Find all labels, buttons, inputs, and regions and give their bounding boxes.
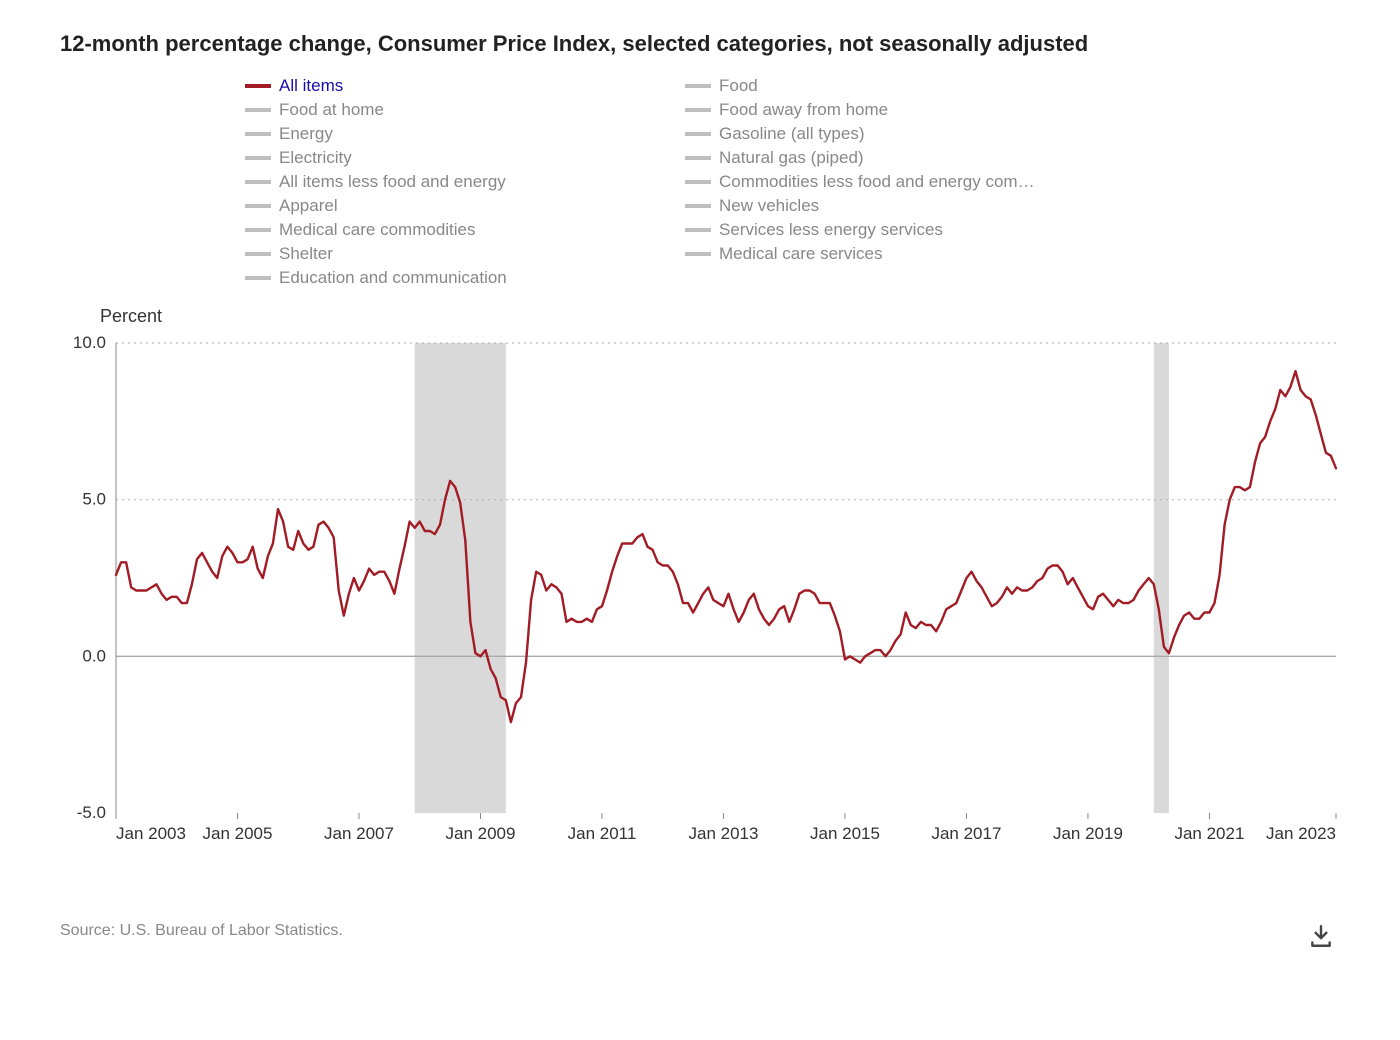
legend-swatch: [685, 180, 711, 184]
legend-swatch: [245, 84, 271, 88]
legend-item[interactable]: New vehicles: [685, 196, 1105, 216]
legend-label: Shelter: [279, 244, 333, 264]
legend-label: Medical care commodities: [279, 220, 476, 240]
legend-swatch: [245, 204, 271, 208]
y-tick-label: 5.0: [82, 489, 106, 508]
legend-item[interactable]: All items: [245, 76, 665, 96]
legend-item[interactable]: Services less energy services: [685, 220, 1105, 240]
legend-label: Food: [719, 76, 758, 96]
legend-swatch: [245, 228, 271, 232]
legend-label: Gasoline (all types): [719, 124, 865, 144]
legend-item[interactable]: All items less food and energy: [245, 172, 665, 192]
x-tick-label: Jan 2021: [1174, 824, 1244, 843]
legend-label: All items less food and energy: [279, 172, 506, 192]
legend-swatch: [685, 84, 711, 88]
legend-label: Electricity: [279, 148, 352, 168]
legend-item[interactable]: Energy: [245, 124, 665, 144]
legend-swatch: [245, 108, 271, 112]
chart-plot-area: -5.0 0.0 5.0 10.0 Jan 2003 Jan 2005 Jan 2007 Ja…: [60, 333, 1340, 868]
legend-item[interactable]: Education and communication: [245, 268, 665, 288]
recession-band: [415, 343, 506, 813]
y-tick-label: 0.0: [82, 646, 106, 665]
legend-item[interactable]: Shelter: [245, 244, 665, 264]
legend-item[interactable]: Commodities less food and energy com…: [685, 172, 1105, 192]
legend-label: Food at home: [279, 100, 384, 120]
legend-label: Natural gas (piped): [719, 148, 864, 168]
legend-label: Medical care services: [719, 244, 882, 264]
legend-item[interactable]: Apparel: [245, 196, 665, 216]
y-axis-label: Percent: [100, 306, 1340, 327]
legend-item[interactable]: Food away from home: [685, 100, 1105, 120]
source-text: Source: U.S. Bureau of Labor Statistics.: [60, 922, 1340, 940]
download-icon[interactable]: [1308, 923, 1334, 954]
legend-swatch: [245, 180, 271, 184]
x-tick-label: Jan 2013: [688, 824, 758, 843]
legend-label: Commodities less food and energy com…: [719, 172, 1035, 192]
legend-item[interactable]: Medical care services: [685, 244, 1105, 264]
legend-swatch: [685, 156, 711, 160]
x-tick-label: Jan 2009: [446, 824, 516, 843]
legend-label: Education and communication: [279, 268, 507, 288]
x-tick-label: Jan 2017: [931, 824, 1001, 843]
legend-label: All items: [279, 76, 343, 96]
legend-item[interactable]: Natural gas (piped): [685, 148, 1105, 168]
legend-item[interactable]: Electricity: [245, 148, 665, 168]
legend-label: Food away from home: [719, 100, 888, 120]
legend-item[interactable]: Medical care commodities: [245, 220, 665, 240]
legend-item[interactable]: Gasoline (all types): [685, 124, 1105, 144]
legend-swatch: [685, 132, 711, 136]
legend-swatch: [685, 228, 711, 232]
recession-band: [1154, 343, 1169, 813]
x-tick-label: Jan 2003: [116, 824, 186, 843]
legend-swatch: [245, 276, 271, 280]
x-tick-label: Jan 2011: [568, 824, 637, 843]
legend-label: Services less energy services: [719, 220, 943, 240]
legend-label: New vehicles: [719, 196, 819, 216]
y-tick-label: 10.0: [73, 333, 106, 352]
x-tick-label: Jan 2023: [1266, 824, 1336, 843]
series-all-items: [116, 371, 1336, 722]
legend: All items Food Food at home Food away from …: [245, 76, 1340, 288]
legend-swatch: [685, 204, 711, 208]
chart-title: 12-month percentage change, Consumer Pri…: [60, 30, 1340, 58]
legend-item[interactable]: Food at home: [245, 100, 665, 120]
legend-item[interactable]: Food: [685, 76, 1105, 96]
legend-swatch: [245, 252, 271, 256]
legend-swatch: [245, 132, 271, 136]
x-tick-label: Jan 2015: [810, 824, 880, 843]
legend-label: Energy: [279, 124, 333, 144]
legend-label: Apparel: [279, 196, 338, 216]
legend-swatch: [245, 156, 271, 160]
legend-swatch: [685, 252, 711, 256]
y-tick-label: -5.0: [77, 803, 106, 822]
x-tick-label: Jan 2007: [324, 824, 394, 843]
x-tick-label: Jan 2019: [1053, 824, 1123, 843]
legend-swatch: [685, 108, 711, 112]
x-tick-label: Jan 2005: [203, 824, 273, 843]
